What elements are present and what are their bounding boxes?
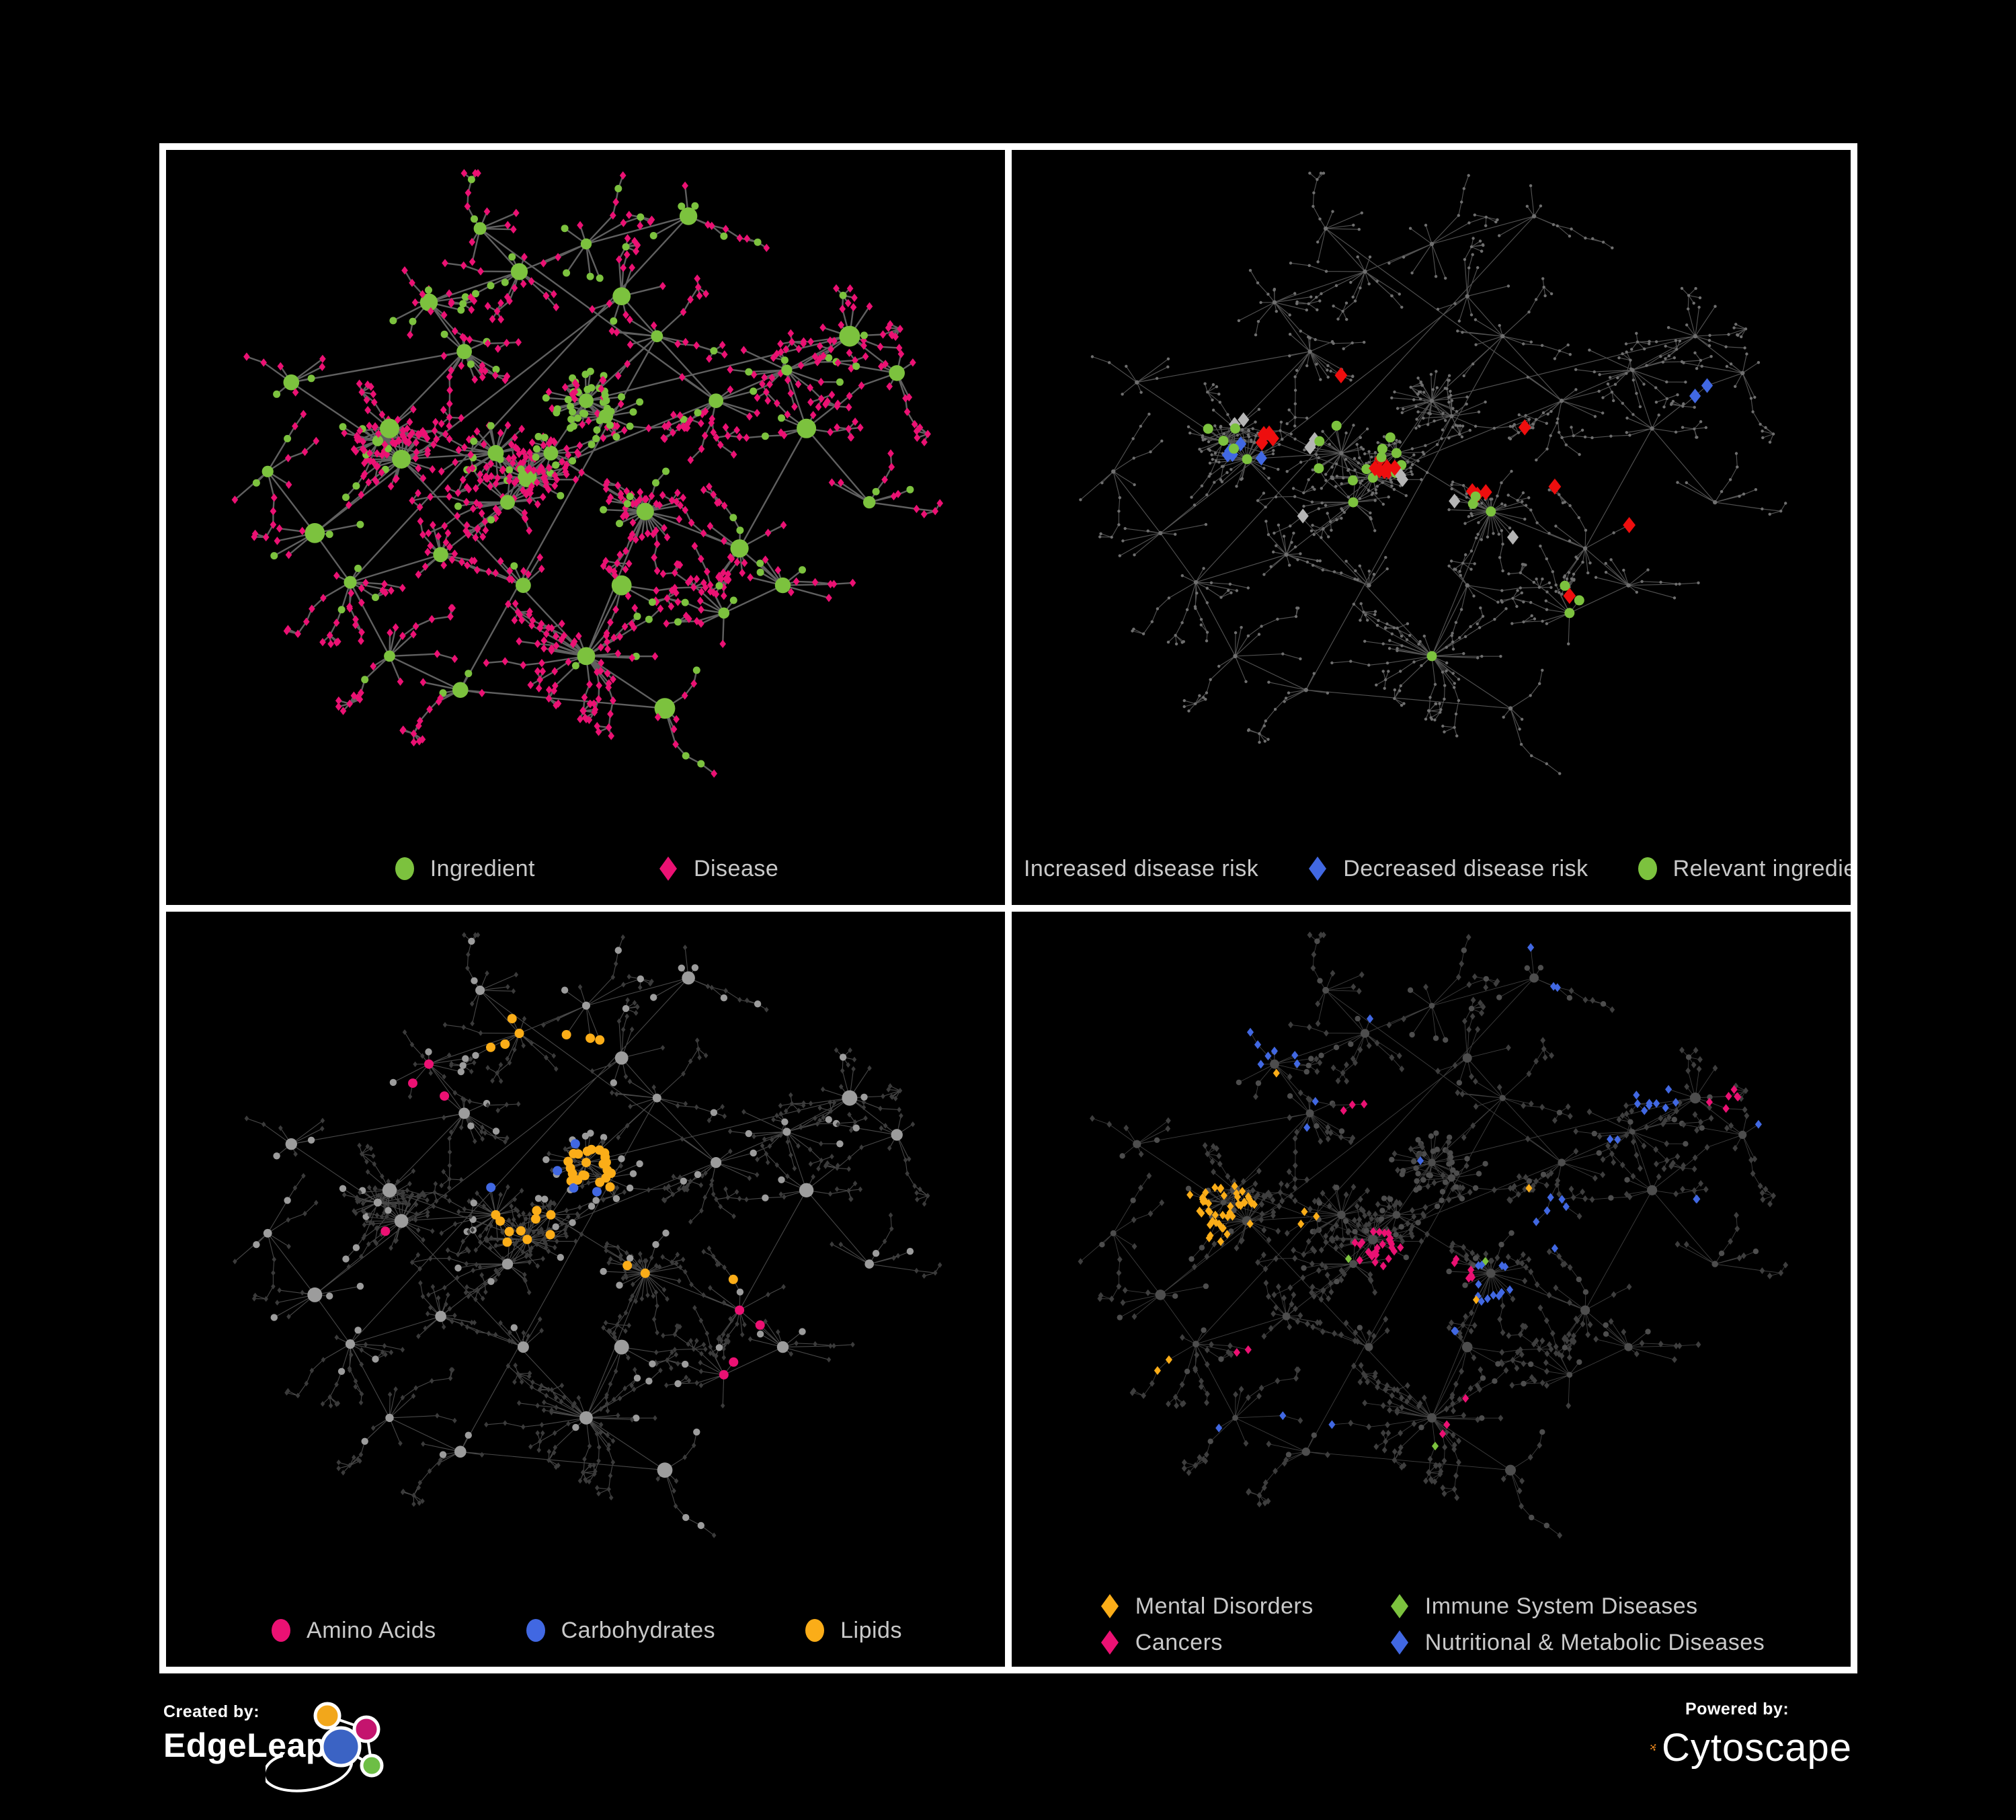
- legend-swatch-diamond: [1390, 1630, 1408, 1655]
- legend-disease-classes: Mental Disorders Immune System Diseases Ca…: [1012, 1593, 1851, 1656]
- panel-macronutrients: Amino Acids Carbohydrates Lipids: [166, 912, 1005, 1667]
- legend-item: Increased disease risk: [1012, 855, 1258, 882]
- legend-swatch-diamond: [1100, 1594, 1119, 1618]
- legend-swatch-circle: [805, 1619, 825, 1642]
- legend-item: Immune System Diseases: [1387, 1593, 1765, 1620]
- legend-label: Amino Acids: [307, 1617, 436, 1643]
- edgeleap-logo-icon: [266, 1702, 384, 1792]
- network-graph-disease-risk: [1079, 171, 1787, 775]
- legend-macronutrients: Amino Acids Carbohydrates Lipids: [166, 1617, 1005, 1644]
- cytoscape-credit: Powered by: Cytoscape: [1650, 1700, 1852, 1794]
- legend-disease-risk: Increased disease risk Decreased disease …: [1012, 855, 1851, 882]
- network-graph-ingredient-disease: [231, 169, 944, 778]
- created-by-label: Created by:: [163, 1702, 260, 1721]
- legend-swatch-diamond: [1390, 1594, 1408, 1618]
- network-graph-macronutrients: [233, 932, 942, 1538]
- legend-label: Cancers: [1135, 1629, 1223, 1655]
- legend-ingredient-disease: Ingredient Disease: [166, 855, 1005, 882]
- legend-item: Decreased disease risk: [1305, 855, 1588, 882]
- legend-item: Carbohydrates: [524, 1617, 716, 1644]
- legend-item: Ingredient: [393, 855, 535, 882]
- legend-label: Disease: [693, 855, 779, 881]
- legend-swatch-diamond: [1309, 857, 1327, 881]
- panel-disease-risk: Increased disease risk Decreased disease …: [1012, 150, 1851, 905]
- legend-label: Decreased disease risk: [1343, 855, 1588, 881]
- panel-ingredient-disease: Ingredient Disease: [166, 150, 1005, 905]
- legend-label: Carbohydrates: [561, 1617, 716, 1643]
- legend-item: Mental Disorders: [1098, 1593, 1314, 1620]
- legend-item: Relevant ingredient: [1636, 855, 1851, 882]
- legend-item: Nutritional & Metabolic Diseases: [1387, 1629, 1765, 1656]
- edgeleap-wordmark: EdgeLeap: [163, 1727, 327, 1764]
- legend-label: Relevant ingredient: [1672, 855, 1851, 881]
- legend-label: Increased disease risk: [1023, 855, 1259, 881]
- legend-label: Lipids: [840, 1617, 902, 1643]
- legend-swatch-diamond: [1100, 1630, 1119, 1655]
- legend-item: Cancers: [1098, 1629, 1314, 1656]
- legend-item: Amino Acids: [269, 1617, 436, 1644]
- panel-disease-classes: Mental Disorders Immune System Diseases Ca…: [1012, 912, 1851, 1667]
- four-panel-network-grid: Ingredient Disease Increased disease risk…: [159, 143, 1857, 1673]
- legend-item: Disease: [656, 855, 778, 882]
- legend-swatch-circle: [395, 857, 414, 880]
- legend-swatch-diamond: [659, 857, 677, 881]
- cytoscape-logo-icon: [1650, 1744, 1656, 1751]
- legend-swatch-circle: [272, 1619, 291, 1642]
- network-graph-disease-classes: [1078, 931, 1789, 1539]
- cytoscape-wordmark: Cytoscape: [1661, 1725, 1852, 1770]
- legend-label: Nutritional & Metabolic Diseases: [1424, 1629, 1765, 1655]
- legend-swatch-circle: [526, 1619, 545, 1642]
- edgeleap-credit: Created by: EdgeLeap: [163, 1702, 384, 1803]
- legend-item: Lipids: [803, 1617, 902, 1644]
- legend-swatch-circle: [1638, 857, 1657, 880]
- legend-label: Immune System Diseases: [1424, 1593, 1698, 1619]
- legend-label: Mental Disorders: [1135, 1593, 1314, 1619]
- powered-by-label: Powered by:: [1685, 1700, 1789, 1718]
- legend-label: Ingredient: [430, 855, 535, 881]
